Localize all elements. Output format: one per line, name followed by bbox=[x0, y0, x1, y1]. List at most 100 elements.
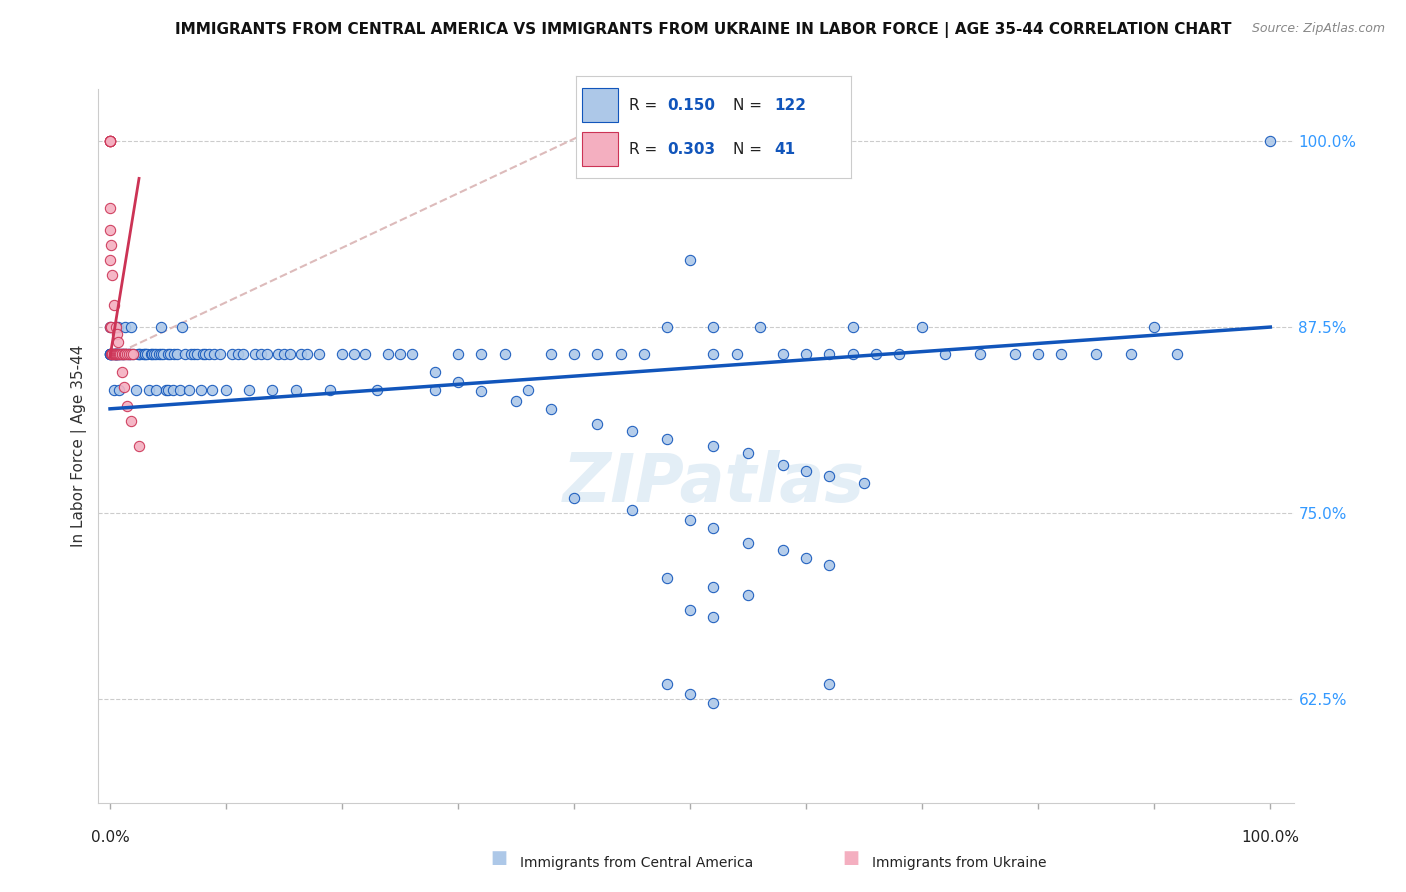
Text: IMMIGRANTS FROM CENTRAL AMERICA VS IMMIGRANTS FROM UKRAINE IN LABOR FORCE | AGE : IMMIGRANTS FROM CENTRAL AMERICA VS IMMIG… bbox=[174, 22, 1232, 38]
Point bbox=[226, 347, 249, 361]
Point bbox=[111, 347, 134, 361]
Point bbox=[702, 439, 724, 453]
Point bbox=[278, 347, 301, 361]
Point bbox=[117, 347, 139, 361]
Point bbox=[145, 347, 167, 361]
Point bbox=[221, 347, 243, 361]
Point bbox=[111, 365, 134, 379]
Point bbox=[679, 602, 702, 616]
Point bbox=[104, 347, 127, 361]
Point bbox=[124, 383, 146, 397]
Point bbox=[117, 347, 139, 361]
Point bbox=[100, 347, 122, 361]
Point bbox=[470, 384, 492, 398]
Point bbox=[621, 424, 644, 438]
Point bbox=[163, 347, 186, 361]
Point bbox=[101, 268, 124, 282]
Point bbox=[117, 347, 139, 361]
Point bbox=[562, 347, 585, 361]
Point bbox=[170, 320, 193, 334]
Point bbox=[702, 610, 724, 624]
Point bbox=[103, 347, 125, 361]
Point bbox=[120, 347, 142, 361]
Point bbox=[98, 347, 121, 361]
Point bbox=[98, 134, 121, 148]
Point bbox=[621, 503, 644, 517]
Point bbox=[159, 347, 181, 361]
Point bbox=[186, 347, 208, 361]
Point bbox=[679, 687, 702, 701]
Point bbox=[157, 383, 180, 397]
Text: 41: 41 bbox=[773, 142, 794, 157]
Point bbox=[1004, 347, 1026, 361]
Point bbox=[540, 347, 562, 361]
Point bbox=[772, 347, 794, 361]
Point bbox=[105, 327, 128, 342]
Point bbox=[98, 134, 121, 148]
Point bbox=[209, 347, 232, 361]
Point bbox=[609, 347, 631, 361]
Point bbox=[104, 347, 127, 361]
Point bbox=[139, 347, 162, 361]
Point bbox=[111, 347, 134, 361]
Point bbox=[737, 588, 759, 602]
Point bbox=[98, 253, 121, 268]
Point bbox=[772, 458, 794, 473]
Point bbox=[101, 347, 124, 361]
Point bbox=[290, 347, 312, 361]
Point bbox=[104, 347, 127, 361]
Text: Immigrants from Central America: Immigrants from Central America bbox=[520, 855, 754, 870]
Point bbox=[112, 347, 135, 361]
Point bbox=[103, 298, 125, 312]
Point bbox=[818, 677, 841, 691]
Point bbox=[865, 347, 887, 361]
Point bbox=[174, 347, 197, 361]
Point bbox=[423, 383, 446, 397]
Point bbox=[134, 347, 156, 361]
Point bbox=[111, 347, 134, 361]
Text: N =: N = bbox=[733, 142, 766, 157]
Point bbox=[447, 347, 470, 361]
Point bbox=[98, 320, 121, 334]
Bar bbox=[582, 88, 617, 122]
Point bbox=[748, 320, 770, 334]
Point bbox=[633, 347, 655, 361]
Point bbox=[969, 347, 991, 361]
Point bbox=[250, 347, 273, 361]
Point bbox=[343, 347, 366, 361]
Point bbox=[794, 464, 817, 478]
Point bbox=[114, 347, 136, 361]
Point bbox=[562, 491, 585, 505]
Text: 0.303: 0.303 bbox=[666, 142, 716, 157]
Point bbox=[243, 347, 266, 361]
Text: R =: R = bbox=[628, 142, 662, 157]
Point bbox=[105, 347, 128, 361]
Point bbox=[98, 347, 121, 361]
Point bbox=[194, 347, 217, 361]
Point bbox=[148, 347, 170, 361]
Point bbox=[112, 379, 135, 393]
Point bbox=[725, 347, 748, 361]
Point bbox=[128, 439, 150, 453]
Point bbox=[494, 347, 516, 361]
Point bbox=[103, 347, 125, 361]
Point bbox=[122, 347, 145, 361]
Point bbox=[516, 383, 538, 397]
Point bbox=[655, 320, 678, 334]
Text: 0.150: 0.150 bbox=[666, 97, 714, 112]
Point bbox=[655, 432, 678, 446]
Point bbox=[470, 347, 492, 361]
Point bbox=[1119, 347, 1142, 361]
Point bbox=[297, 347, 319, 361]
Point bbox=[267, 347, 290, 361]
Text: ■: ■ bbox=[491, 849, 508, 867]
Point bbox=[702, 347, 724, 361]
Point bbox=[232, 347, 254, 361]
Point bbox=[162, 383, 184, 397]
Point bbox=[772, 543, 794, 558]
Text: Immigrants from Ukraine: Immigrants from Ukraine bbox=[872, 855, 1046, 870]
Point bbox=[841, 347, 863, 361]
Point bbox=[354, 347, 377, 361]
Point bbox=[586, 347, 609, 361]
Point bbox=[934, 347, 956, 361]
